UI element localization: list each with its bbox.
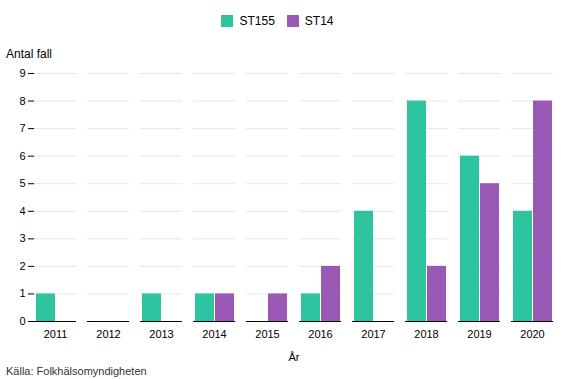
svg-text:2011: 2011	[44, 328, 68, 340]
svg-text:2015: 2015	[255, 328, 279, 340]
svg-text:2018: 2018	[414, 328, 438, 340]
html-text:Källa: Folkhälsomyndigheten: Källa: Folkhälsomyndigheten	[6, 365, 147, 377]
svg-text:3: 3	[19, 232, 25, 244]
html-text:ST155: ST155	[239, 13, 275, 28]
svg-text:6: 6	[19, 150, 25, 162]
svg-text:2019: 2019	[467, 328, 491, 340]
svg-text:1: 1	[19, 287, 25, 299]
html-text:Antal fall: Antal fall	[6, 47, 52, 61]
svg-text:8: 8	[19, 95, 25, 107]
svg-text:2014: 2014	[202, 328, 226, 340]
svg-text:4: 4	[19, 205, 25, 217]
svg-text:7: 7	[19, 122, 25, 134]
svg-text:2017: 2017	[361, 328, 385, 340]
svg-text:9: 9	[19, 67, 25, 79]
svg-text:2012: 2012	[96, 328, 120, 340]
svg-text:0: 0	[19, 315, 25, 327]
svg-text:5: 5	[19, 177, 25, 189]
svg-text:2: 2	[19, 260, 25, 272]
svg-text:2013: 2013	[149, 328, 173, 340]
svg-text:År: År	[289, 351, 300, 363]
svg-text:2020: 2020	[520, 328, 544, 340]
svg-text:2016: 2016	[308, 328, 332, 340]
html-text:ST14: ST14	[304, 13, 334, 28]
